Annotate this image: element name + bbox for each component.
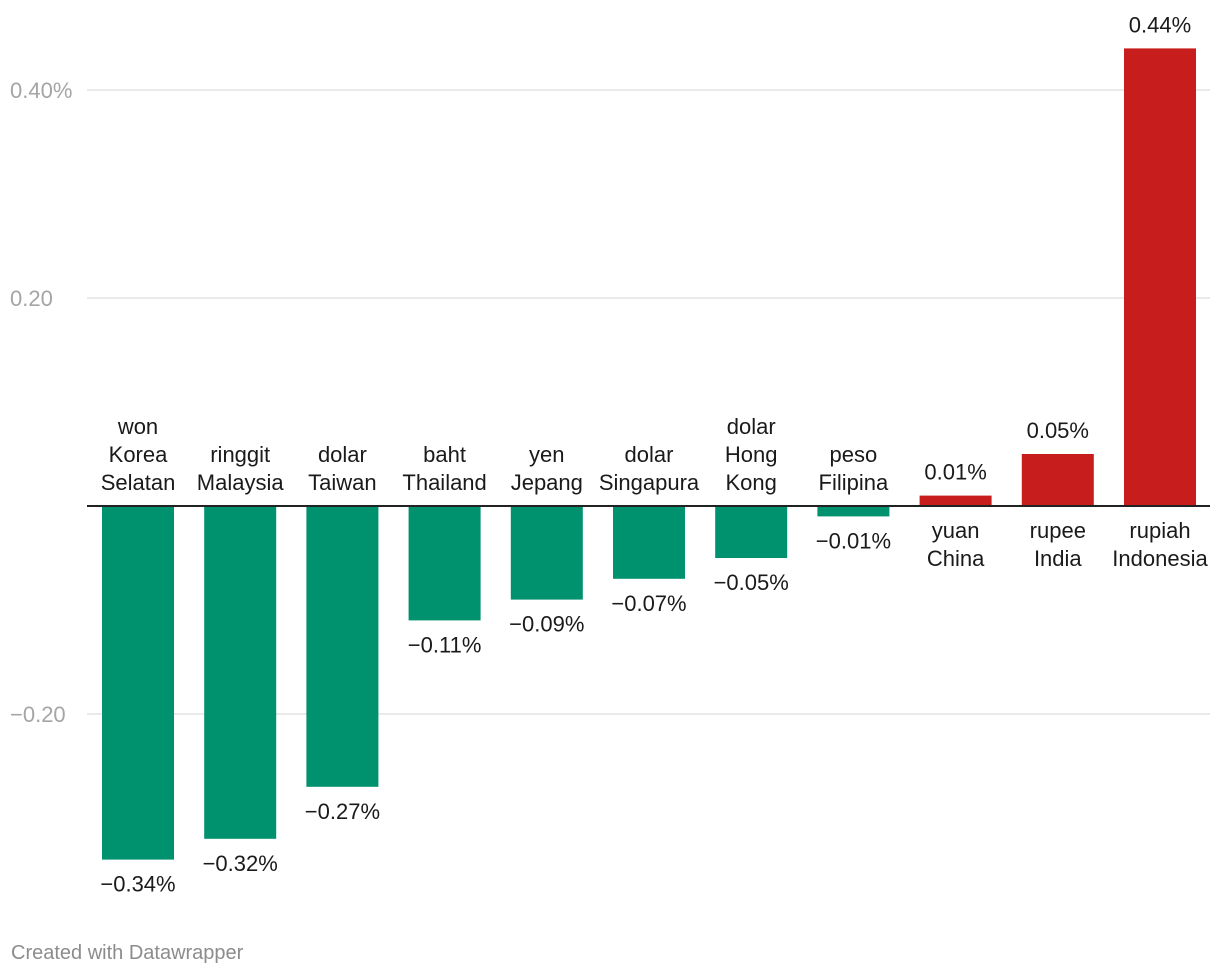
bar	[919, 495, 992, 506]
bar	[817, 506, 890, 517]
data-label: 0.05%	[1027, 418, 1089, 443]
y-tick-label: 0.40%	[10, 78, 72, 103]
data-label: −0.01%	[816, 528, 891, 553]
bar	[510, 506, 583, 600]
data-label: 0.44%	[1129, 12, 1191, 37]
bars	[102, 48, 1196, 860]
data-label: −0.07%	[611, 591, 686, 616]
category-label: dolar Hong Kong	[725, 414, 778, 495]
data-label: −0.27%	[305, 799, 380, 824]
data-label: −0.34%	[100, 872, 175, 897]
bar	[102, 506, 174, 860]
bar	[306, 506, 379, 787]
category-label: won Korea Selatan	[101, 414, 176, 495]
bar	[1124, 48, 1196, 507]
data-label: −0.32%	[203, 851, 278, 876]
data-label: −0.11%	[408, 632, 482, 657]
bar	[1021, 454, 1094, 506]
category-label: peso Filipina	[819, 442, 889, 495]
category-label: dolar Taiwan	[308, 442, 376, 495]
y-tick-label: 0.20	[10, 286, 53, 311]
category-label: dolar Singapura	[599, 442, 700, 495]
y-tick-label: −0.20	[10, 702, 66, 727]
category-label: yuan China	[927, 518, 985, 571]
data-label: −0.05%	[714, 570, 789, 595]
bar	[613, 506, 685, 579]
bar	[408, 506, 481, 621]
bar	[715, 506, 788, 558]
bar	[204, 506, 277, 839]
category-label: baht Thailand	[402, 442, 486, 495]
category-label: rupiah Indonesia	[1112, 518, 1208, 571]
data-label: 0.01%	[924, 460, 986, 485]
category-label: rupee India	[1030, 518, 1086, 571]
data-label: −0.09%	[509, 612, 584, 637]
labels: 0.40% 0.20 −0.20 −0.34% won Korea Selatan −0.32…	[10, 12, 1208, 896]
category-label: yen Jepang	[511, 442, 583, 495]
datawrapper-credit: Created with Datawrapper	[11, 942, 244, 964]
category-label: ringgit Malaysia	[197, 442, 285, 495]
